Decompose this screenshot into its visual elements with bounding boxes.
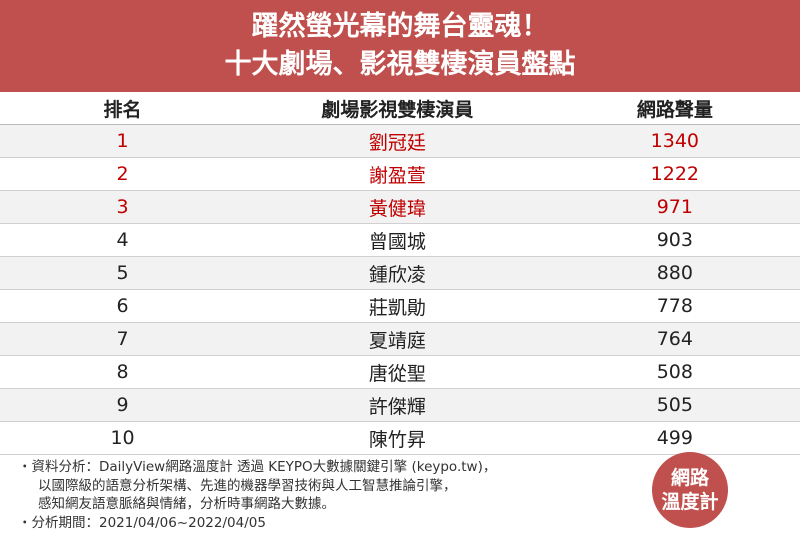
table-cell: 10 [0,421,246,455]
footnote: 感知網友語意脈絡與情緒，分析時事網路大數據。 [38,496,335,512]
table-cell: 971 [549,190,800,224]
table-cell: 764 [549,322,800,356]
table-row: 2 謝盈萱 1222 [0,157,800,191]
table-row: 1 劉冠廷 1340 [0,124,800,158]
table-cell: 903 [549,223,800,257]
title-line: 躍然螢光幕的舞台靈魂！ [251,11,549,42]
logo-text: 溫度計 [661,491,719,513]
table-cell: 5 [0,256,246,290]
table-cell: 6 [0,289,246,323]
table-cell: 8 [0,355,246,389]
table-cell: 2 [0,157,246,191]
footnote: ・分析期間：2021/04/06~2022/04/05 [18,514,266,531]
table-cell: 劉冠廷 [245,124,550,158]
header-row: 排名 劇場影視雙棲演員 網路聲量 [0,92,800,125]
table-cell: 499 [549,421,800,455]
table-cell: 唐從聖 [245,355,550,389]
footnotes: ・資料分析：DailyView網路溫度計 透過 KEYPO大數據關鍵引擎 (ke… [18,458,496,532]
column-header: 劇場影視雙棲演員 [245,92,550,125]
table-row: 3 黃健瑋 971 [0,190,800,224]
table-row: 8 唐從聖 508 [0,355,800,389]
table-row: 6 莊凱勛 778 [0,289,800,323]
table-cell: 1340 [549,124,800,158]
table-cell: 曾國城 [245,223,550,257]
table-row: 9 許傑輝 505 [0,388,800,422]
header: 躍然螢光幕的舞台靈魂！ 十大劇場、影視雙棲演員盤點 [0,0,800,92]
footnote: ・資料分析：DailyView網路溫度計 透過 KEYPO大數據關鍵引擎 (ke… [18,459,497,475]
table-cell: 9 [0,388,246,422]
table-cell: 夏靖庭 [245,322,550,356]
table-row: 4 曾國城 903 [0,223,800,257]
logo: 網路 溫度計 [652,452,728,528]
table-cell: 880 [549,256,800,290]
table-cell: 3 [0,190,246,224]
logo-text: 網路 [670,467,709,489]
table-cell: 許傑輝 [245,388,550,422]
table-cell: 508 [549,355,800,389]
title-line: 十大劇場、影視雙棲演員盤點 [224,49,576,80]
table-cell: 鍾欣凌 [245,256,550,290]
table-cell: 778 [549,289,800,323]
table-row: 10 陳竹昇 499 [0,421,800,455]
column-header: 排名 [0,92,246,125]
footnote: 以國際級的語意分析架構、先進的機器學習技術與人工智慧推論引擎， [38,477,457,494]
table-cell: 黃健瑋 [245,190,550,224]
column-header: 網路聲量 [549,92,800,125]
table-cell: 4 [0,223,246,257]
table-cell: 陳竹昇 [245,421,550,455]
table-cell: 謝盈萱 [245,157,550,191]
table-cell: 莊凱勛 [245,289,550,323]
table-row: 7 夏靖庭 764 [0,322,800,356]
ranking-table: 排名 劇場影視雙棲演員 網路聲量 1 劉冠廷 1340 2 謝盈萱 1222 3 黃健瑋 971 4 曾國… [0,92,800,455]
table-row: 5 鍾欣凌 880 [0,256,800,290]
table-cell: 1222 [549,157,800,191]
table-cell: 7 [0,322,246,356]
table-cell: 505 [549,388,800,422]
table-cell: 1 [0,124,246,158]
